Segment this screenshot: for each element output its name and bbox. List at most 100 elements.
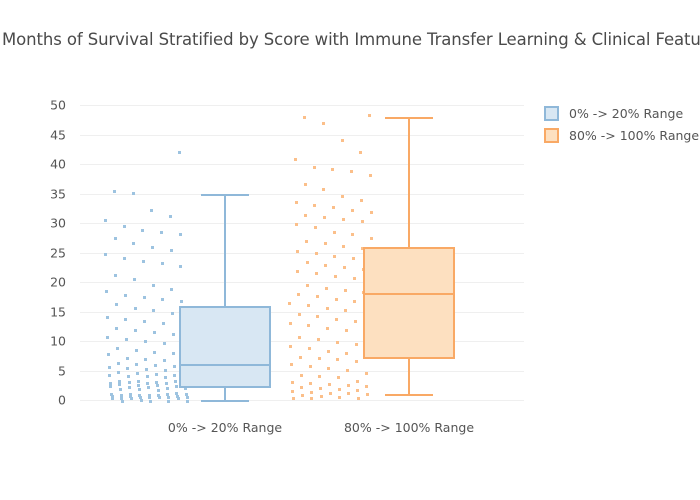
scatter-point [368,173,372,177]
scatter-point [315,272,319,276]
legend-item-1[interactable]: 80% -> 100% Range [544,126,699,145]
scatter-point [184,386,188,390]
scatter-point [318,387,322,391]
scatter-point [290,380,294,384]
scatter-point [114,274,118,278]
scatter-point [357,397,361,401]
scatter-point [303,183,307,187]
scatter-point [143,340,147,344]
scatter-point [341,194,345,198]
scatter-point [122,224,126,228]
scatter-point [332,205,336,209]
scatter-point [129,394,133,398]
scatter-point [152,331,156,335]
scatter-point [124,317,128,321]
scatter-point [163,368,167,372]
y-tick-label: 25 [50,245,66,260]
scatter-point [321,122,325,126]
scatter-point [169,249,173,253]
y-axis: 0 5 10 15 20 25 30 35 40 45 50 [0,98,72,408]
scatter-point [337,388,341,392]
scatter-point [185,395,189,399]
whisker-upper [224,193,226,306]
scatter-point [288,322,292,326]
scatter-point [308,364,312,368]
y-tick-label: 40 [50,156,66,172]
scatter-point [166,393,170,397]
box-plot-box[interactable] [363,246,455,359]
gridline [80,341,524,342]
legend-item-0[interactable]: 0% -> 20% Range [544,104,694,123]
x-axis: 0% -> 20% Range 80% -> 100% Range [80,420,524,440]
scatter-point [305,261,309,265]
legend-label-0: 0% -> 20% Range [569,106,684,121]
scatter-point [299,373,303,377]
scatter-point [366,393,370,397]
scatter-point [319,395,323,399]
scatter-point [110,392,114,396]
scatter-point [341,218,345,222]
scatter-point [109,385,113,388]
scatter-point [350,209,354,213]
scatter-point [313,203,317,207]
scatter-point [336,358,340,362]
legend-swatch-blue [544,106,559,121]
scatter-point [111,397,115,401]
y-tick-label: 10 [50,333,66,349]
scatter-point [328,392,332,396]
scatter-point [132,242,136,246]
scatter-point [157,396,161,400]
scatter-point [165,386,169,390]
chart-legend: 0% -> 20% Range 80% -> 100% Range [544,104,699,148]
scatter-point [155,380,159,384]
scatter-point [304,240,308,244]
scatter-point [165,382,169,386]
scatter-point [135,371,139,375]
scatter-point [338,396,342,400]
scatter-point [147,393,151,397]
scatter-point [128,386,132,390]
scatter-point [135,362,139,366]
scatter-point [117,370,121,374]
scatter-point [133,306,137,310]
scatter-point [316,315,320,319]
scatter-point [119,394,123,398]
scatter-point [161,322,165,326]
scatter-point [176,397,180,401]
scatter-point [295,250,299,254]
scatter-point [300,394,304,398]
scatter-point [291,397,295,401]
median-line [363,292,455,295]
scatter-point [306,284,310,288]
whisker-lower [408,358,410,395]
scatter-point [347,392,351,396]
scatter-point [306,304,310,308]
gridline [80,105,524,106]
scatter-point [141,228,145,232]
scatter-point [155,384,159,388]
scatter-point [364,371,368,375]
scatter-point [167,399,171,403]
scatter-point [332,231,336,235]
scatter-point [344,328,348,332]
gridline [80,311,524,313]
scatter-point [151,245,154,249]
y-tick-label: 0 [58,392,66,408]
scatter-point [120,396,124,400]
scatter-point [315,295,319,299]
scatter-point [346,369,350,373]
scatter-point [145,374,149,378]
scatter-point [368,114,372,118]
scatter-point [145,367,149,371]
scatter-point [132,277,136,281]
scatter-point [289,345,293,349]
box-plot-box[interactable] [179,305,271,389]
scatter-point [115,326,119,330]
scatter-point [128,392,132,396]
scatter-point [296,270,300,274]
whisker-upper [408,116,410,247]
scatter-point [134,329,138,333]
scatter-point [343,288,347,292]
scatter-point [186,399,190,403]
legend-label-1: 80% -> 100% Range [569,128,700,143]
